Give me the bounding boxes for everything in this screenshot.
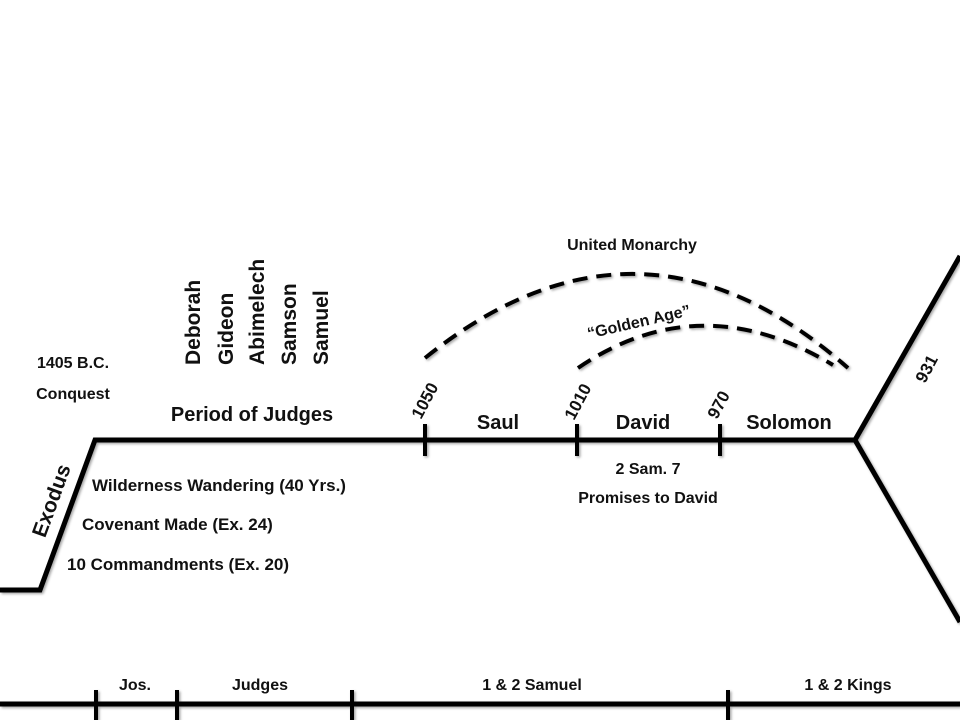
king-solomon-label: Solomon [746,412,832,434]
judge-name: Abimelech [246,259,269,365]
date-970: 970 [704,388,734,422]
book-joshua-label: Jos. [119,677,151,694]
golden-age-arc [576,323,835,370]
united-monarchy-label: United Monarchy [567,237,697,254]
judge-name: Samson [278,283,301,365]
ten-commandments-label: 10 Commandments (Ex. 20) [67,555,289,574]
conquest-label: Conquest [36,386,110,403]
judge-name: Samuel [310,290,333,365]
divided-kingdom-lower-branch [852,438,960,624]
divided-kingdom-upper-branch [852,254,960,442]
book-samuel-label: 1 & 2 Samuel [482,677,582,694]
exodus-label: Exodus [28,461,76,540]
judge-name: Gideon [215,293,238,365]
date-1050: 1050 [408,380,443,422]
golden-age-label: “Golden Age” [586,303,692,343]
date-931: 931 [912,352,942,386]
period-of-judges-label: Period of Judges [171,404,333,426]
king-saul-label: Saul [477,412,519,434]
date-1010: 1010 [561,381,596,423]
covenant-made-label: Covenant Made (Ex. 24) [82,515,273,534]
united-monarchy-arc [423,271,850,370]
promise-reference: 2 Sam. 7 [616,461,681,478]
wilderness-wandering-label: Wilderness Wandering (40 Yrs.) [92,476,346,495]
book-kings-label: 1 & 2 Kings [804,677,891,694]
judge-name: Deborah [182,280,205,365]
book-judges-label: Judges [232,677,288,694]
king-david-label: David [616,412,670,434]
timeline-main-line [0,437,855,593]
promise-text: Promises to David [578,490,718,507]
conquest-year: 1405 B.C. [37,355,109,372]
